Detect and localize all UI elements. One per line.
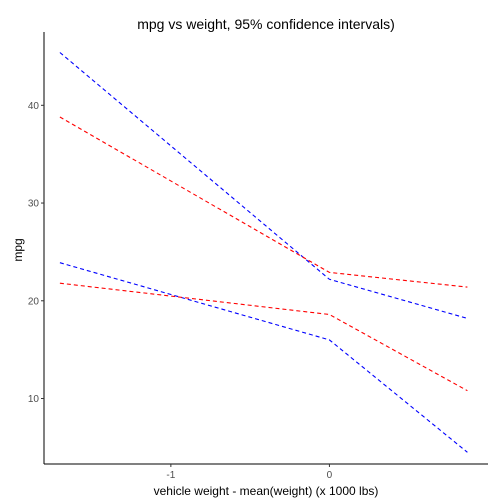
chart-title: mpg vs weight, 95% confidence intervals) <box>137 16 395 32</box>
x-tick-label: -1 <box>166 470 175 481</box>
series-line-3 <box>59 116 468 288</box>
series-line-4 <box>59 282 468 392</box>
series-line-1 <box>59 52 468 319</box>
y-tick-label: 30 <box>28 199 40 210</box>
y-axis-ticks: 10 20 30 40 <box>28 101 44 405</box>
x-axis-ticks: -1 0 <box>166 464 333 481</box>
y-tick-label: 40 <box>28 101 40 112</box>
series-lines <box>59 52 468 453</box>
x-tick-label: 0 <box>327 470 333 481</box>
y-tick-label: 10 <box>28 394 40 405</box>
y-tick-label: 20 <box>28 296 40 307</box>
y-axis-title: mpg <box>11 238 25 261</box>
series-line-2 <box>59 262 468 453</box>
x-axis-title: vehicle weight - mean(weight) (x 1000 lb… <box>154 484 379 498</box>
